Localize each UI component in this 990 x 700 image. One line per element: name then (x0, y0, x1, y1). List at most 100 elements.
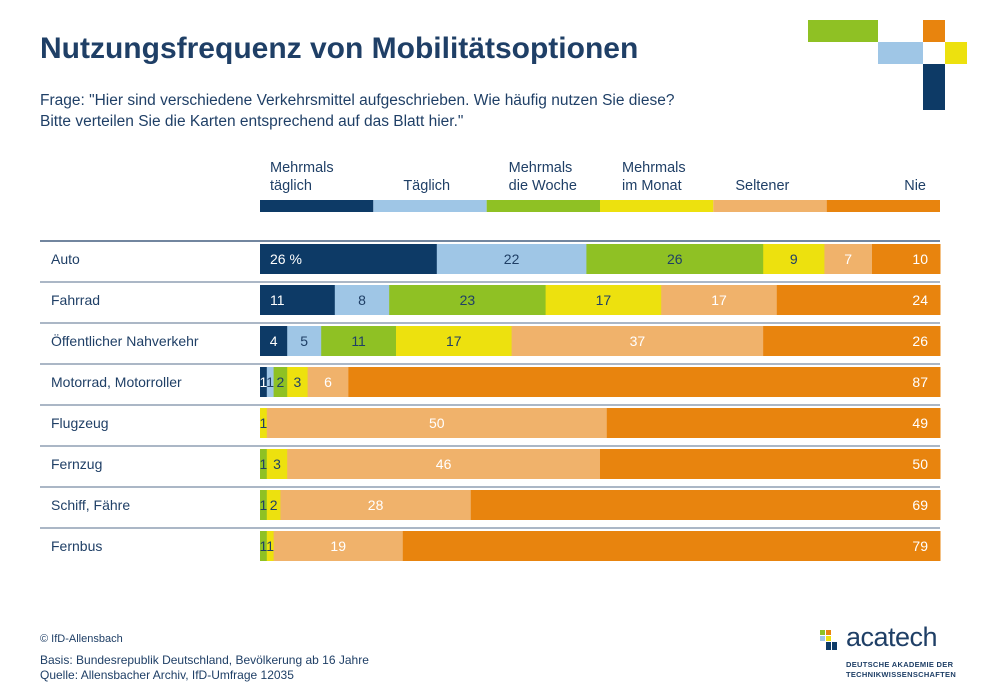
bar-value-label: 2 (270, 497, 278, 513)
acatech-mark-icon (820, 630, 837, 650)
basis-note: Basis: Bundesrepublik Deutschland, Bevöl… (40, 653, 369, 667)
bar-value-label: 10 (912, 251, 928, 267)
bar-segment (872, 244, 941, 274)
legend-label-1: Mehrmals täglich (270, 160, 334, 194)
bar-segment (287, 449, 601, 479)
bar-segment (348, 367, 941, 397)
bar-segment (266, 408, 608, 438)
bar-value-label: 6 (324, 374, 332, 390)
bar-value-label: 2 (277, 374, 285, 390)
bar-value-label: 50 (429, 415, 445, 431)
legend-label-line: Seltener (735, 178, 789, 194)
bar-segment (321, 326, 397, 356)
bar-segment (273, 367, 288, 397)
row-label: Fahrrad (51, 292, 100, 308)
legend-label-line: Mehrmals (270, 160, 334, 176)
bar-segment (511, 326, 764, 356)
bar-value-label: 11 (351, 333, 366, 349)
bar-segment (266, 367, 275, 397)
question-text: Frage: "Hier sind verschiedene Verkehrsm… (40, 90, 760, 132)
bar-value-label: 69 (912, 497, 928, 513)
bar-segment (545, 285, 662, 315)
legend-label-3: Mehrmals die Woche (509, 160, 577, 194)
legend-label-line: Täglich (403, 178, 450, 194)
legend-label-line: die Woche (509, 178, 577, 194)
acatech-subtitle: DEUTSCHE AKADEMIE DER TECHNIKWISSENSCHAF… (846, 660, 956, 680)
bar-value-label: 37 (630, 333, 646, 349)
bar-value-label: 46 (436, 456, 452, 472)
bar-segment (260, 367, 268, 397)
acatech-wordmark: acatech (846, 622, 938, 652)
bar-value-label: 17 (711, 292, 727, 308)
bar-value-label: 8 (358, 292, 366, 308)
bar-segment (776, 285, 941, 315)
bar-value-label: 19 (330, 538, 346, 554)
bar-segment (824, 244, 873, 274)
bar-value-label: 1 (266, 374, 274, 390)
bar-segment (273, 531, 404, 561)
bar-value-label: 9 (790, 251, 798, 267)
bar-segment (334, 285, 390, 315)
page-title: Nutzungsfrequenz von Mobilitätsoptionen (40, 32, 639, 65)
bar-value-label: 7 (844, 251, 852, 267)
question-line-1: Frage: "Hier sind verschiedene Verkehrsm… (40, 92, 675, 109)
bar-value-label: 79 (912, 538, 928, 554)
bar-value-label: 1 (260, 538, 268, 554)
bar-value-label: 26 (912, 333, 928, 349)
bar-value-label: 26 (667, 251, 683, 267)
bar-segment (470, 490, 941, 520)
legend-label-5: Seltener (735, 178, 789, 194)
deco-block-lightblue (878, 42, 923, 64)
legend-label-line: Mehrmals (509, 160, 573, 176)
legend-label-line: täglich (270, 178, 312, 194)
bar-segment (260, 326, 288, 356)
source-note: Quelle: Allensbacher Archiv, IfD-Umfrage… (40, 668, 294, 682)
deco-block-darkblue (923, 64, 945, 110)
row-label: Fernbus (51, 538, 102, 554)
bar-segment (396, 326, 513, 356)
acatech-subtitle-line-1: DEUTSCHE AKADEMIE DER (846, 660, 954, 669)
legend-label-line: Nie (904, 178, 926, 194)
bar-segment (260, 449, 268, 479)
row-label: Motorrad, Motorroller (51, 374, 182, 390)
row-label: Fernzug (51, 456, 102, 472)
bar-value-label: 17 (596, 292, 612, 308)
bar-segment (307, 367, 349, 397)
row-label: Auto (51, 251, 80, 267)
bar-value-label: 3 (294, 374, 302, 390)
legend-swatch-4 (600, 200, 714, 212)
bar-segment (266, 449, 288, 479)
bar-segment (763, 244, 825, 274)
bar-value-label: 1 (260, 415, 268, 431)
bar-segment (260, 408, 268, 438)
bar-segment (661, 285, 778, 315)
bar-value-label: 24 (912, 292, 928, 308)
legend-label-6: Nie (904, 178, 926, 194)
legend-swatch-1 (260, 200, 374, 212)
bar-segment (280, 490, 472, 520)
question-line-2: Bitte verteilen Sie die Karten entsprech… (40, 113, 464, 130)
bar-value-label: 28 (368, 497, 384, 513)
bar-value-label: 11 (270, 292, 285, 308)
bar-value-label: 26 % (270, 251, 302, 267)
bar-value-label: 1 (260, 456, 268, 472)
bar-segment (436, 244, 587, 274)
bar-segment (586, 244, 764, 274)
bar-value-label: 49 (912, 415, 928, 431)
deco-block-orange (923, 20, 945, 42)
bar-segment (260, 244, 438, 274)
legend-swatch-6 (826, 200, 940, 212)
bar-segment (600, 449, 941, 479)
legend-swatch-2 (373, 200, 487, 212)
bar-segment (389, 285, 547, 315)
bar-segment (606, 408, 941, 438)
bar-value-label: 87 (912, 374, 928, 390)
bar-value-label: 1 (260, 374, 268, 390)
bar-value-label: 17 (446, 333, 462, 349)
bar-value-label: 5 (300, 333, 308, 349)
row-label: Flugzeug (51, 415, 109, 431)
bar-segment (260, 531, 268, 561)
bar-segment (763, 326, 941, 356)
bar-segment (287, 326, 322, 356)
bar-value-label: 1 (260, 497, 268, 513)
